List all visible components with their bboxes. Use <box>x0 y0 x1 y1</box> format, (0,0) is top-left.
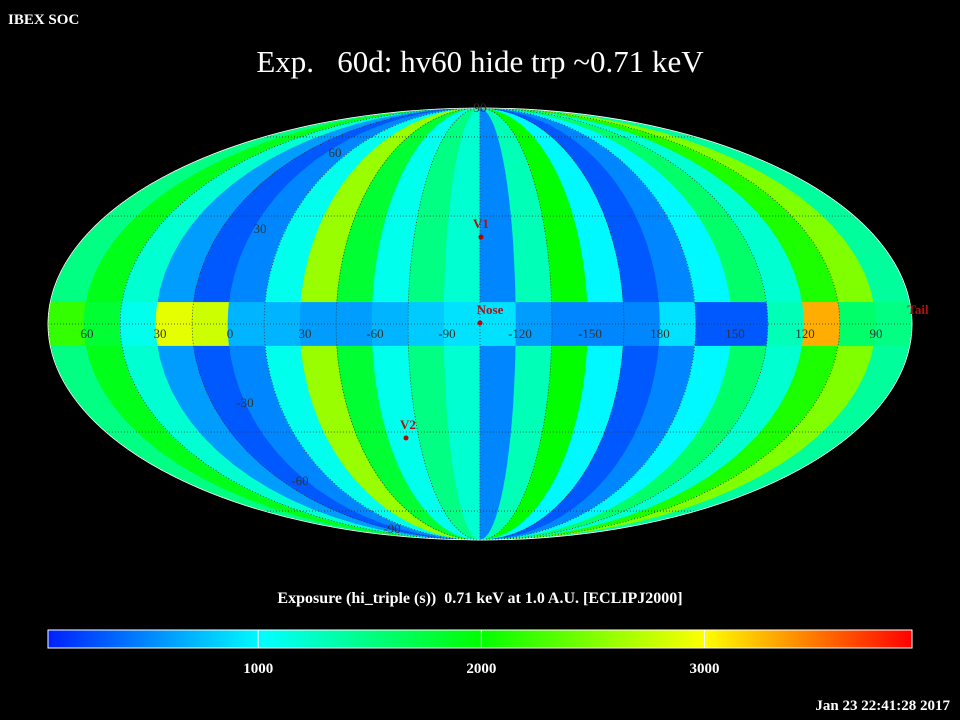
longitude-label: 30 <box>299 326 312 341</box>
app-name: IBEX SOC <box>8 12 79 28</box>
longitude-label: -60 <box>366 326 383 341</box>
latitude-label: 30 <box>254 221 267 236</box>
colorbar-tick-label: 2000 <box>466 661 496 677</box>
marker-dot <box>403 435 409 441</box>
timestamp: Jan 23 22:41:28 2017 <box>815 698 950 714</box>
sky-map: 60 30 0 30 -60 -90 -120 -150 180 150 120 90 90 60 30 -3… <box>47 100 929 541</box>
marker-dot <box>478 234 484 240</box>
longitude-label: 60 <box>81 326 94 341</box>
meridian <box>479 107 769 541</box>
colorbar <box>47 629 913 649</box>
longitude-label: 0 <box>227 326 234 341</box>
longitude-label: 150 <box>725 326 745 341</box>
map-outline <box>47 107 913 541</box>
colorbar-label: Exposure (hi_triple (s)) 0.71 keV at 1.0… <box>277 590 682 607</box>
longitude-label: 180 <box>650 326 670 341</box>
latitude-label: 60 <box>329 145 342 160</box>
colorbar-tick-label: 3000 <box>689 661 719 677</box>
longitude-label: -90 <box>438 326 455 341</box>
longitude-label: -150 <box>578 326 602 341</box>
latitude-label: 90 <box>474 100 487 115</box>
marker-label: Nose <box>477 302 504 317</box>
marker-label: Tail <box>907 302 929 317</box>
longitude-label: 30 <box>154 326 167 341</box>
longitude-label: 90 <box>870 326 883 341</box>
longitude-label: 120 <box>795 326 815 341</box>
latitude-label: -90 <box>383 521 400 536</box>
colorbar-tick-label: 1000 <box>243 661 273 677</box>
marker-label: V1 <box>473 216 489 231</box>
latitude-label: -60 <box>291 473 308 488</box>
chart-title: Exp. 60d: hv60 hide trp ~0.71 keV <box>256 44 704 79</box>
marker-label: V2 <box>400 417 416 432</box>
longitude-label: -120 <box>508 326 532 341</box>
colorbar-ticks: 1000 2000 3000 <box>243 630 719 677</box>
marker-dot <box>477 320 483 326</box>
latitude-label: -30 <box>236 395 253 410</box>
